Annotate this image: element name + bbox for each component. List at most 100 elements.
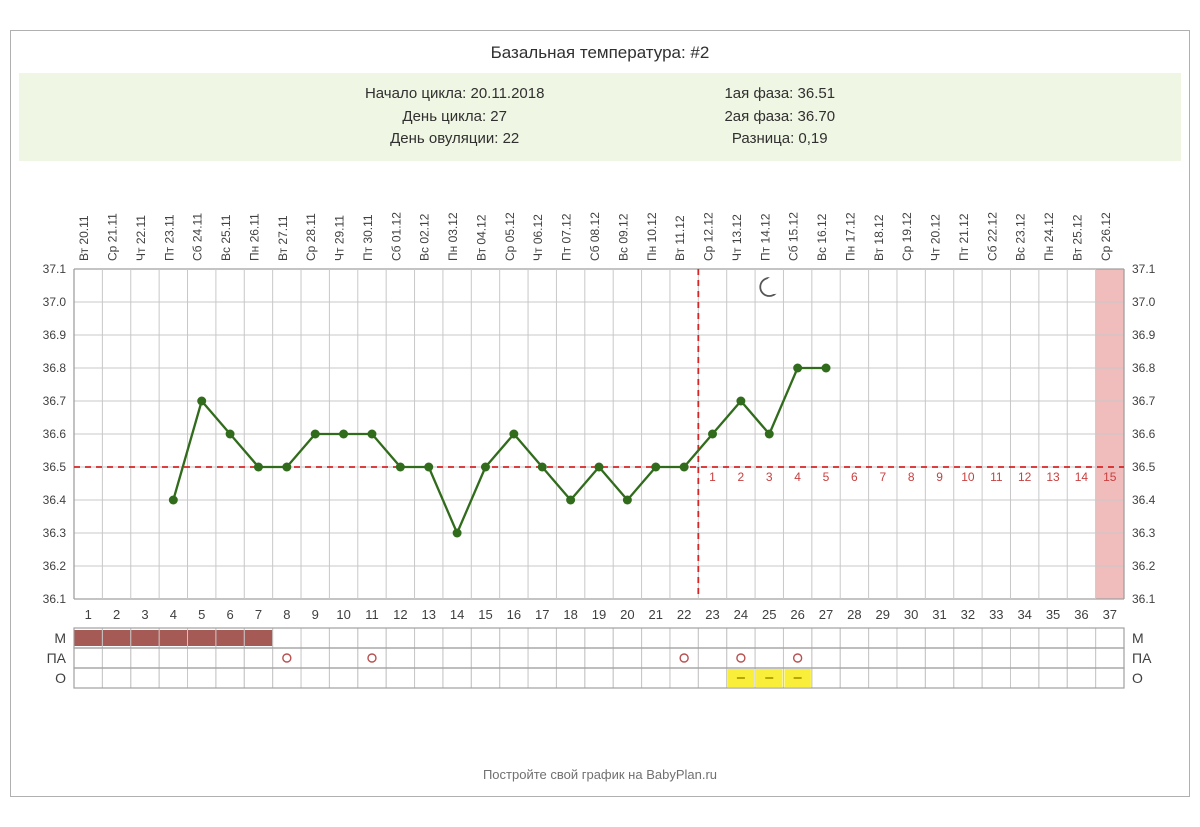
- day-number: 27: [819, 607, 833, 622]
- row-cell: [585, 628, 613, 648]
- row-label-left: ПА: [47, 650, 67, 666]
- row-cell: [500, 628, 528, 648]
- temp-point[interactable]: [793, 363, 802, 372]
- date-label: Вс 23.12: [1014, 213, 1028, 261]
- day-number: 25: [762, 607, 776, 622]
- info-row: Разница: 0,19: [724, 128, 835, 151]
- temp-point[interactable]: [736, 396, 745, 405]
- row-cell: [1010, 648, 1038, 668]
- row-cell: [556, 668, 584, 688]
- temp-point[interactable]: [396, 462, 405, 471]
- temp-point[interactable]: [254, 462, 263, 471]
- cycle-info-right: 1ая фаза: 36.512ая фаза: 36.70Разница: 0…: [724, 83, 835, 151]
- date-label: Вс 02.12: [418, 213, 432, 261]
- row-cell: [386, 648, 414, 668]
- temp-point[interactable]: [595, 462, 604, 471]
- day-number: 9: [312, 607, 319, 622]
- post-ov-num: 5: [823, 470, 830, 484]
- date-label: Ср 12.12: [702, 212, 716, 261]
- day-number: 29: [876, 607, 890, 622]
- pa-mark: [737, 654, 745, 662]
- info-row: День овуляции: 22: [365, 128, 545, 151]
- temp-point[interactable]: [566, 495, 575, 504]
- temp-point[interactable]: [680, 462, 689, 471]
- y-tick-right: 36.8: [1132, 361, 1156, 375]
- info-row: 1ая фаза: 36.51: [724, 83, 835, 106]
- temp-point[interactable]: [651, 462, 660, 471]
- day-number: 6: [226, 607, 233, 622]
- day-number: 15: [478, 607, 492, 622]
- temp-point[interactable]: [282, 462, 291, 471]
- date-label: Пн 10.12: [645, 212, 659, 261]
- row-cell: [1039, 648, 1067, 668]
- row-cell: [812, 668, 840, 688]
- y-tick-left: 36.7: [43, 394, 67, 408]
- temp-point[interactable]: [226, 429, 235, 438]
- row-cell: [585, 648, 613, 668]
- day-number: 37: [1103, 607, 1117, 622]
- day-number: 18: [563, 607, 577, 622]
- row-border: [74, 648, 1124, 668]
- date-label: Вс 09.12: [616, 213, 630, 261]
- row-cell: [897, 628, 925, 648]
- menses-cell: [160, 630, 187, 646]
- row-cell: [188, 648, 216, 668]
- row-cell: [386, 668, 414, 688]
- row-cell: [301, 668, 329, 688]
- row-cell: [471, 668, 499, 688]
- temp-point[interactable]: [822, 363, 831, 372]
- post-ov-num: 14: [1075, 470, 1089, 484]
- date-label: Сб 01.12: [389, 212, 403, 261]
- chart-card: Базальная температура: #2 Начало цикла: …: [10, 30, 1190, 797]
- bbt-chart-svg: 12345678910111213141536.136.136.236.236.…: [19, 183, 1179, 748]
- date-label: Ср 19.12: [900, 212, 914, 261]
- day-number: 11: [365, 607, 379, 622]
- temp-point[interactable]: [197, 396, 206, 405]
- menses-cell: [103, 630, 130, 646]
- temp-point[interactable]: [339, 429, 348, 438]
- row-cell: [982, 628, 1010, 648]
- menses-cell: [245, 630, 272, 646]
- temp-point[interactable]: [367, 429, 376, 438]
- row-cell: [358, 648, 386, 668]
- row-cell: [869, 668, 897, 688]
- date-label: Пт 30.11: [361, 214, 375, 261]
- day-number: 23: [705, 607, 719, 622]
- y-tick-right: 36.4: [1132, 493, 1156, 507]
- row-cell: [982, 648, 1010, 668]
- row-label-left: М: [54, 630, 66, 646]
- date-label: Пн 17.12: [843, 212, 857, 261]
- y-tick-right: 36.1: [1132, 592, 1156, 606]
- date-label: Сб 24.11: [191, 212, 205, 260]
- row-cell: [613, 648, 641, 668]
- row-cell: [670, 668, 698, 688]
- temp-point[interactable]: [453, 528, 462, 537]
- row-cell: [925, 668, 953, 688]
- post-ov-num: 6: [851, 470, 858, 484]
- row-cell: [415, 668, 443, 688]
- temp-point[interactable]: [311, 429, 320, 438]
- temp-point[interactable]: [481, 462, 490, 471]
- row-cell: [840, 628, 868, 648]
- day-number: 22: [677, 607, 691, 622]
- temp-point[interactable]: [424, 462, 433, 471]
- temp-point[interactable]: [169, 495, 178, 504]
- row-label-left: О: [55, 670, 66, 686]
- temp-point[interactable]: [623, 495, 632, 504]
- row-cell: [528, 648, 556, 668]
- row-cell: [1067, 668, 1095, 688]
- temp-point[interactable]: [708, 429, 717, 438]
- row-label-right: М: [1132, 630, 1144, 646]
- temp-point[interactable]: [538, 462, 547, 471]
- day-number: 35: [1046, 607, 1060, 622]
- temp-point[interactable]: [509, 429, 518, 438]
- temp-point[interactable]: [765, 429, 774, 438]
- y-tick-left: 36.2: [43, 559, 67, 573]
- footer-text: Постройте свой график на BabyPlan.ru: [19, 753, 1181, 788]
- row-cell: [102, 648, 130, 668]
- day-number: 2: [113, 607, 120, 622]
- post-ov-num: 9: [936, 470, 943, 484]
- row-cell: [698, 628, 726, 648]
- post-ov-num: 2: [738, 470, 745, 484]
- row-cell: [1067, 648, 1095, 668]
